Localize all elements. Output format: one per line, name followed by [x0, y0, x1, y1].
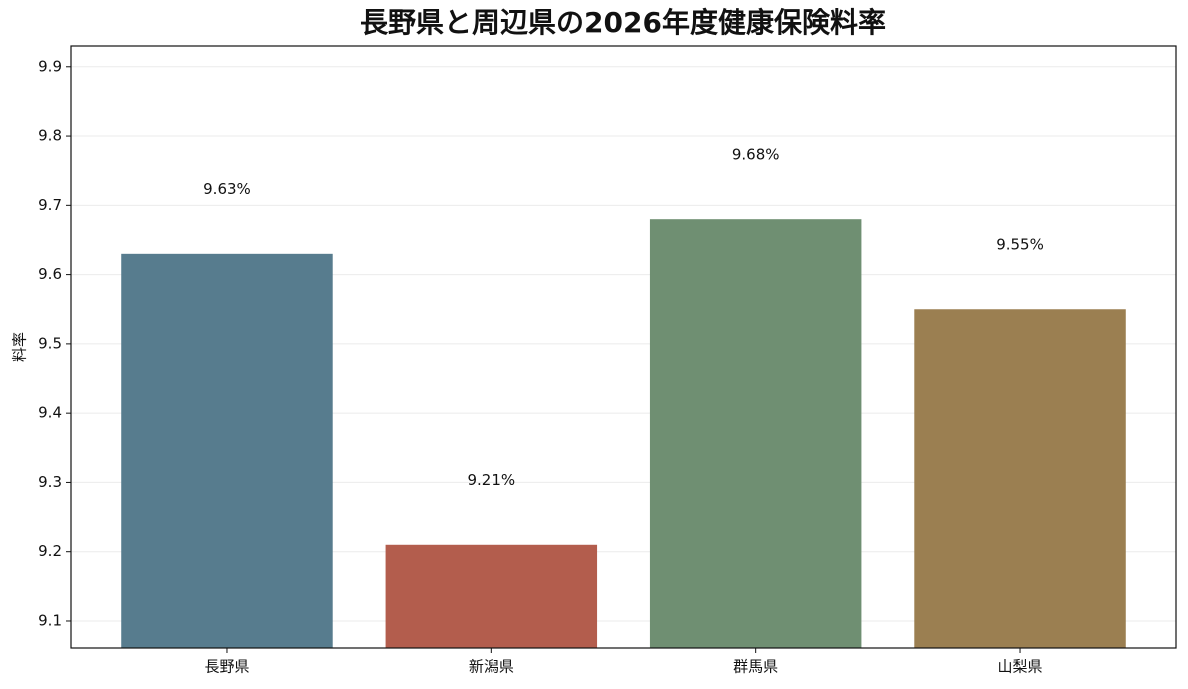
y-tick-label: 9.3	[38, 473, 62, 491]
y-tick-label: 9.5	[38, 334, 62, 352]
value-label: 9.21%	[467, 471, 515, 489]
y-tick-label: 9.1	[38, 611, 62, 629]
y-tick-label: 9.8	[38, 127, 62, 145]
value-label: 9.55%	[996, 235, 1044, 253]
y-axis-label: 料率	[11, 332, 29, 362]
y-tick-label: 9.7	[38, 196, 62, 214]
plot-frame	[70, 45, 1177, 649]
bar	[649, 219, 862, 649]
y-tick-label: 9.6	[38, 265, 62, 283]
bar	[385, 544, 598, 648]
x-tick-label: 新潟県	[469, 658, 514, 676]
y-tick-label: 9.2	[38, 542, 62, 560]
x-tick-label: 山梨県	[998, 658, 1043, 676]
chart-title: 長野県と周辺県の2026年度健康保険料率	[360, 6, 886, 39]
y-tick-label: 9.4	[38, 404, 62, 422]
bar	[914, 309, 1126, 648]
y-tick-label: 9.9	[38, 57, 62, 75]
x-tick-label: 群馬県	[733, 658, 778, 676]
value-label: 9.68%	[732, 145, 780, 163]
bar	[121, 253, 333, 649]
value-label: 9.63%	[203, 180, 251, 198]
x-tick-label: 長野県	[204, 658, 249, 676]
